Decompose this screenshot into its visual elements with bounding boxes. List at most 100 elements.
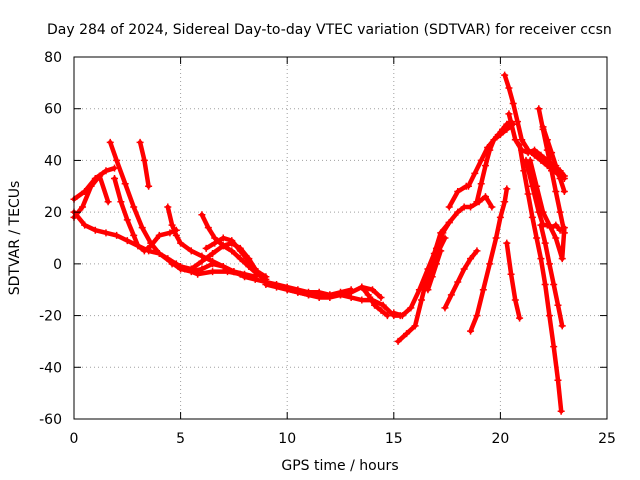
data-point	[537, 221, 545, 229]
data-point	[337, 291, 344, 299]
data-point	[445, 203, 453, 211]
data-point	[460, 203, 468, 211]
y-axis-tick-labels: -60 -40 -20 0 20 40 60 80	[39, 50, 62, 428]
data-point	[548, 149, 556, 157]
data-point	[526, 156, 534, 164]
y-tick-label: 80	[44, 50, 62, 66]
data-series-arc-4	[106, 138, 244, 278]
data-series-arc-10	[202, 234, 270, 281]
data-point	[511, 136, 519, 144]
data-series-arc-20	[467, 185, 511, 335]
data-point	[441, 234, 449, 242]
data-point	[123, 216, 131, 224]
y-axis-label: SDTVAR / TECUs	[7, 181, 23, 296]
data-point	[371, 301, 379, 309]
data-point	[545, 221, 553, 229]
data-series-arc-31	[537, 221, 566, 330]
data-point	[96, 172, 104, 180]
data-point	[537, 151, 545, 159]
data-point	[130, 203, 138, 211]
data-point	[209, 268, 217, 276]
data-series-arc-15	[390, 218, 453, 320]
data-point	[140, 156, 148, 164]
data-point	[481, 193, 489, 201]
data-point	[113, 156, 121, 164]
data-point	[377, 306, 385, 314]
data-series	[70, 71, 568, 415]
data-point	[531, 146, 539, 154]
data-point	[123, 237, 131, 245]
data-point	[418, 296, 426, 304]
axis-ticks	[73, 56, 608, 420]
data-point	[91, 226, 99, 234]
data-point	[501, 71, 509, 79]
data-point	[505, 84, 513, 92]
data-point	[541, 281, 549, 289]
data-point	[473, 312, 481, 320]
data-point	[467, 203, 475, 211]
data-point	[424, 286, 432, 294]
data-point	[537, 255, 545, 263]
data-point	[445, 218, 453, 226]
series-trace	[137, 140, 151, 189]
data-series-arc-25	[503, 239, 524, 322]
data-point	[471, 169, 479, 177]
data-point	[492, 234, 500, 242]
data-point	[164, 255, 172, 263]
data-point	[138, 224, 146, 232]
data-point	[407, 304, 415, 312]
data-point	[198, 257, 206, 265]
data-series-arc-22	[464, 120, 517, 190]
data-point	[326, 293, 334, 301]
data-point	[503, 185, 511, 193]
series-trace	[391, 220, 452, 318]
data-point	[454, 187, 462, 195]
data-point	[473, 247, 481, 255]
data-point	[102, 167, 110, 175]
data-point	[539, 208, 547, 216]
data-point	[509, 100, 517, 108]
series-trace	[468, 186, 510, 334]
data-point	[187, 265, 195, 273]
data-point	[432, 260, 440, 268]
data-point	[477, 180, 485, 188]
data-point	[543, 136, 551, 144]
data-point	[501, 198, 509, 206]
data-point	[379, 301, 387, 309]
data-point	[516, 314, 524, 322]
data-point	[496, 213, 504, 221]
data-point	[507, 270, 515, 278]
data-point	[315, 293, 323, 301]
data-point	[358, 296, 366, 304]
data-point	[79, 203, 87, 211]
data-point	[398, 312, 406, 320]
data-point	[558, 255, 566, 263]
data-point	[230, 268, 238, 276]
data-point	[479, 286, 487, 294]
y-tick-label: -60	[39, 412, 62, 428]
data-point	[211, 239, 219, 247]
plot-frame	[73, 56, 608, 420]
data-point	[467, 255, 475, 263]
x-axis-tick-labels: 0 5 10 15 20 25	[70, 431, 616, 447]
data-point	[481, 162, 489, 170]
data-point	[111, 164, 119, 172]
data-point	[454, 208, 462, 216]
series-trace	[284, 284, 384, 300]
data-series-arc-30	[539, 123, 568, 195]
data-point	[102, 229, 110, 237]
data-series-arc-6	[136, 138, 153, 190]
data-point	[136, 138, 144, 146]
data-point	[177, 262, 185, 270]
data-point	[411, 322, 419, 330]
series-trace	[504, 240, 522, 321]
series-trace	[466, 121, 516, 189]
data-point	[236, 255, 244, 263]
data-point	[358, 283, 366, 291]
data-point	[155, 231, 163, 239]
y-tick-label: 60	[44, 102, 62, 118]
data-point	[390, 309, 398, 317]
y-tick-label: 0	[53, 257, 62, 273]
x-tick-label: 20	[491, 431, 509, 447]
data-point	[505, 110, 513, 118]
